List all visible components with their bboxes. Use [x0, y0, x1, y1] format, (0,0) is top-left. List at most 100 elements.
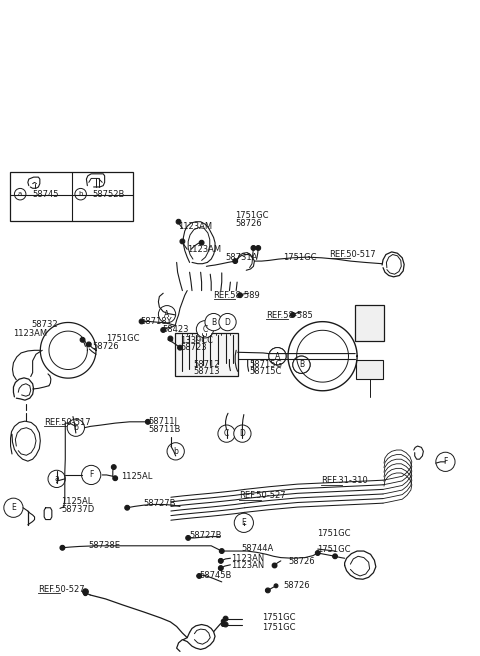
Bar [356, 360, 383, 379]
Circle shape [161, 327, 166, 333]
Text: b: b [78, 191, 83, 197]
Circle shape [158, 306, 176, 323]
Text: 1751GC: 1751GC [317, 529, 350, 538]
Text: b: b [73, 423, 78, 432]
Circle shape [67, 419, 84, 436]
Circle shape [125, 505, 130, 510]
Text: 58711B: 58711B [149, 424, 181, 434]
Circle shape [269, 348, 286, 365]
Circle shape [84, 592, 87, 596]
Circle shape [274, 584, 278, 588]
Circle shape [14, 188, 26, 200]
Circle shape [219, 314, 236, 331]
Text: 58718Y: 58718Y [140, 317, 172, 326]
Text: 58732: 58732 [31, 320, 58, 329]
Circle shape [223, 622, 228, 627]
Circle shape [436, 452, 455, 472]
Circle shape [221, 623, 225, 626]
Text: 58423: 58423 [162, 325, 189, 334]
Circle shape [83, 589, 88, 594]
Text: 1751GC: 1751GC [262, 613, 295, 623]
Text: 1123AM: 1123AM [187, 245, 221, 254]
Text: 58727B: 58727B [143, 499, 176, 508]
Circle shape [186, 535, 191, 541]
Text: REF.50-517: REF.50-517 [329, 250, 375, 259]
Text: A: A [275, 352, 280, 361]
Text: F: F [443, 457, 448, 466]
Text: 1751GC: 1751GC [262, 623, 295, 632]
Circle shape [218, 565, 223, 571]
Circle shape [180, 239, 185, 244]
Circle shape [238, 293, 242, 298]
Text: 1751GC: 1751GC [235, 211, 269, 220]
Text: REF.50-527: REF.50-527 [38, 584, 85, 594]
Circle shape [75, 188, 86, 200]
Text: 58726: 58726 [283, 581, 310, 590]
Text: 58723: 58723 [180, 343, 206, 352]
Text: REF.31-310: REF.31-310 [321, 476, 367, 485]
Text: 1123AM: 1123AM [178, 222, 212, 231]
Text: a: a [54, 474, 59, 483]
Text: 58715C: 58715C [250, 367, 282, 377]
Text: REF.58-585: REF.58-585 [266, 311, 313, 320]
Circle shape [219, 548, 224, 554]
Text: 1125AL: 1125AL [61, 497, 93, 506]
Circle shape [273, 564, 276, 567]
Text: 1339CC: 1339CC [180, 336, 213, 345]
Text: b: b [173, 447, 178, 456]
Circle shape [256, 245, 261, 251]
Circle shape [205, 314, 222, 331]
Circle shape [233, 258, 238, 264]
Circle shape [111, 464, 116, 470]
Circle shape [197, 573, 202, 579]
Text: C: C [224, 429, 229, 438]
Circle shape [221, 619, 225, 623]
Text: 58744A: 58744A [241, 544, 273, 553]
Circle shape [272, 563, 277, 568]
Text: 1123AN: 1123AN [231, 554, 264, 563]
Circle shape [176, 219, 181, 224]
Circle shape [145, 419, 150, 424]
Circle shape [168, 336, 173, 341]
Circle shape [234, 425, 251, 442]
Text: B: B [211, 318, 216, 327]
Circle shape [4, 498, 23, 518]
Bar [175, 333, 238, 376]
Text: 58726: 58726 [92, 342, 119, 351]
Text: 1751GC: 1751GC [106, 334, 139, 343]
Circle shape [251, 245, 256, 251]
Text: B: B [299, 360, 304, 369]
Circle shape [196, 321, 214, 338]
Text: 58726: 58726 [235, 219, 262, 228]
Circle shape [234, 513, 253, 533]
Text: 1123AM: 1123AM [13, 329, 48, 338]
Circle shape [48, 470, 65, 487]
Text: REF.50-527: REF.50-527 [239, 491, 286, 501]
Circle shape [139, 319, 144, 324]
Bar [10, 172, 133, 221]
Circle shape [199, 240, 204, 245]
Circle shape [293, 356, 310, 373]
Text: 58738E: 58738E [89, 541, 121, 550]
Text: 58726: 58726 [288, 557, 314, 566]
Circle shape [219, 566, 223, 570]
Text: 58752B: 58752B [92, 190, 124, 199]
Circle shape [82, 465, 101, 485]
Text: 58712: 58712 [193, 360, 219, 369]
Circle shape [290, 312, 295, 318]
Circle shape [178, 345, 182, 350]
Circle shape [218, 425, 235, 442]
Text: F: F [89, 470, 94, 480]
Text: 58711J: 58711J [149, 417, 178, 426]
Text: E: E [241, 518, 246, 527]
Text: 58727B: 58727B [190, 531, 222, 540]
Circle shape [113, 476, 118, 481]
Circle shape [315, 550, 320, 556]
Bar [355, 305, 384, 341]
Text: 58737D: 58737D [61, 504, 95, 514]
Text: D: D [240, 429, 245, 438]
Circle shape [60, 546, 64, 550]
Text: A: A [165, 310, 169, 319]
Text: D: D [225, 318, 230, 327]
Circle shape [60, 545, 65, 550]
